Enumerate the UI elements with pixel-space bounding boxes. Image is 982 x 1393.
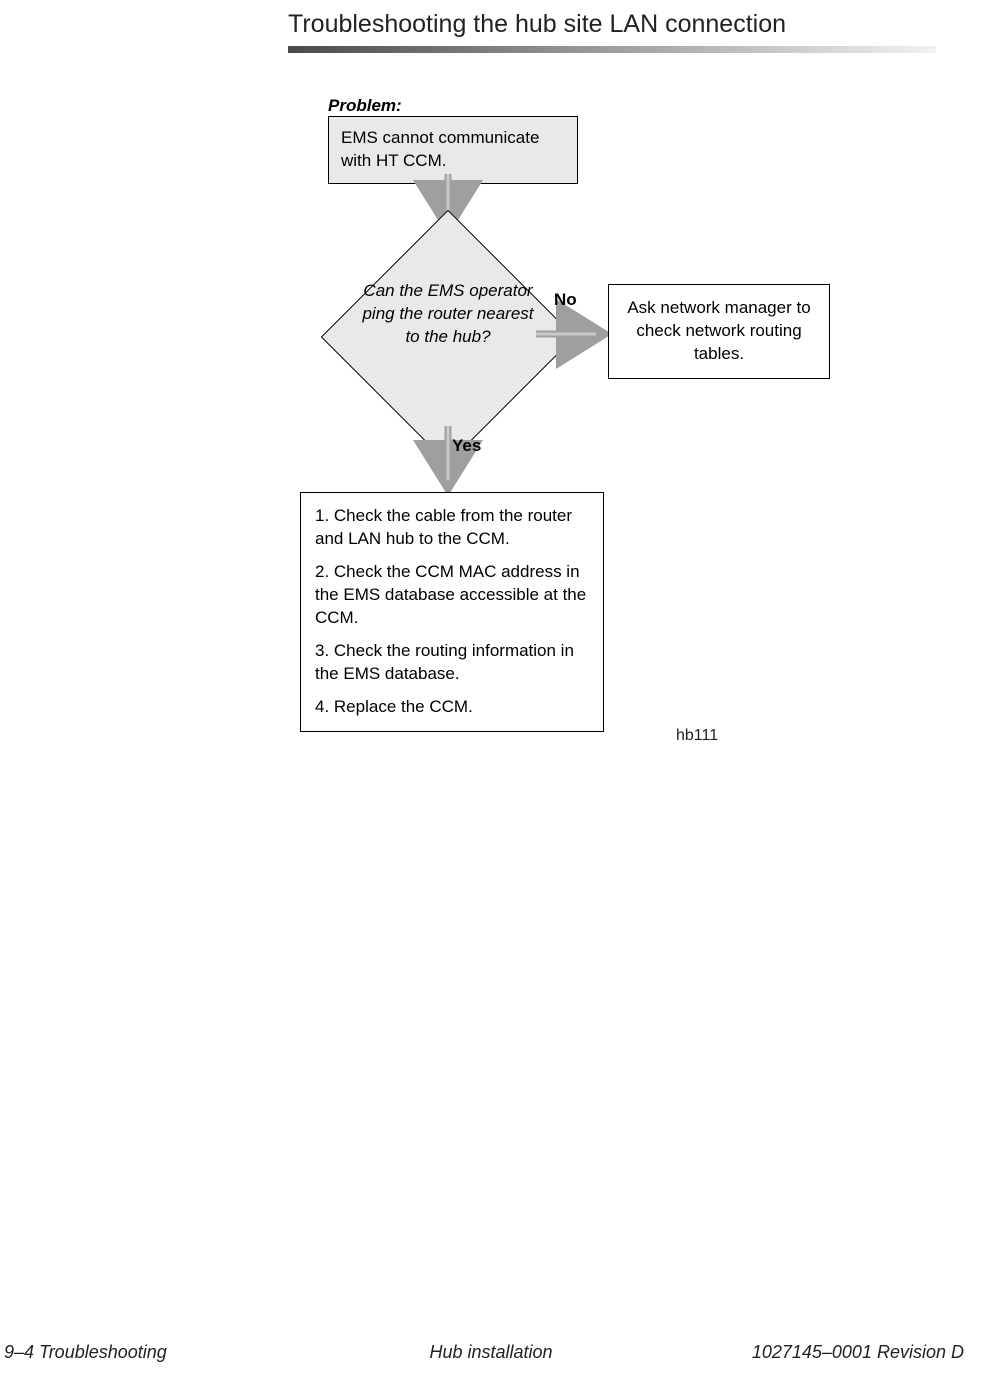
step-2: 2. Check the CCM MAC address in the EMS … bbox=[315, 561, 589, 630]
no-action-box: Ask network manager to check network rou… bbox=[608, 284, 830, 379]
step-1: 1. Check the cable from the router and L… bbox=[315, 505, 589, 551]
footer-left: 9–4 Troubleshooting bbox=[4, 1342, 167, 1363]
footer-center: Hub installation bbox=[429, 1342, 552, 1363]
problem-label: Problem: bbox=[328, 96, 402, 116]
no-label: No bbox=[554, 290, 577, 310]
flowchart: Problem: EMS cannot communicate with HT … bbox=[300, 90, 940, 760]
decision-text: Can the EMS operator ping the router nea… bbox=[358, 280, 538, 349]
footer-right: 1027145–0001 Revision D bbox=[752, 1342, 964, 1363]
yes-label: Yes bbox=[452, 436, 481, 456]
figure-code: hb111 bbox=[676, 727, 718, 745]
step-4: 4. Replace the CCM. bbox=[315, 696, 589, 719]
steps-box: 1. Check the cable from the router and L… bbox=[300, 492, 604, 732]
arrow-decision-to-no bbox=[536, 320, 610, 348]
title-underline bbox=[288, 46, 936, 53]
page-title: Troubleshooting the hub site LAN connect… bbox=[288, 10, 946, 39]
step-3: 3. Check the routing information in the … bbox=[315, 640, 589, 686]
